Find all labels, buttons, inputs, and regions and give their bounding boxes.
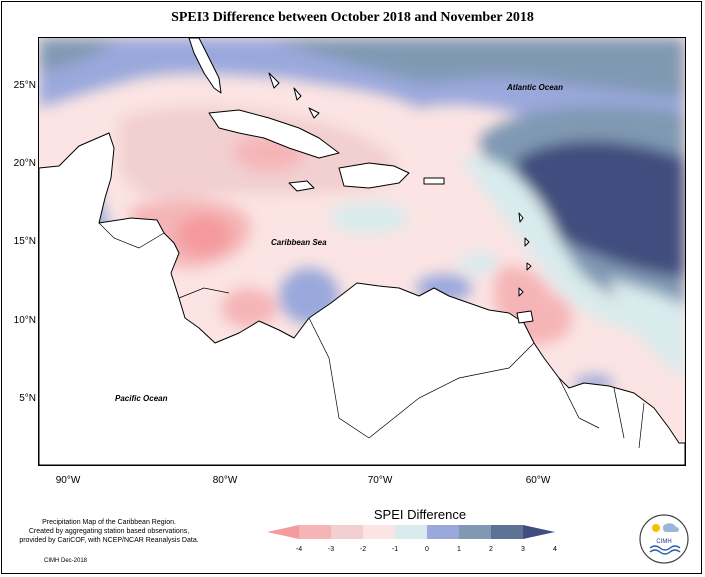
legend-colorbar: -4 -3 -2 -1 0 1 2 3 4 [267, 525, 557, 553]
legend-bin [267, 525, 299, 539]
legend-title: SPEI Difference [373, 507, 467, 522]
legend-bin [331, 525, 363, 539]
legend-tick-label: 3 [521, 546, 525, 553]
legend-tick-label: -3 [328, 546, 334, 553]
map-title: SPEI3 Difference between October 2018 an… [171, 10, 534, 25]
legend-bin [491, 525, 523, 539]
lat-label-5n: 5°N [19, 393, 36, 404]
cimh-logo: CIMH [639, 514, 689, 564]
lon-label-90w: 90°W [55, 475, 81, 486]
lon-label-80w: 80°W [212, 475, 238, 486]
legend-tick-label: 2 [489, 546, 493, 553]
country-borders [98, 222, 645, 449]
credit-date: CIMH Dec-2018 [44, 558, 88, 564]
cimh-logo-text: CIMH [656, 539, 671, 545]
legend-tick-label: -4 [296, 546, 302, 553]
lat-label-15n: 15°N [13, 236, 36, 247]
legend-tick-label: 0 [425, 546, 429, 553]
legend-tick-label: -2 [360, 546, 366, 553]
lat-label-20n: 20°N [13, 158, 36, 169]
caribbean-sea-label: Caribbean Sea [271, 238, 327, 247]
credit-block: Precipitation Map of the Caribbean Regio… [14, 518, 204, 545]
lon-label-70w: 70°W [367, 475, 393, 486]
credit-line-2: Created by aggregating station based obs… [28, 528, 190, 535]
legend-bin [299, 525, 331, 539]
map-panel: Atlantic Ocean Caribbean Sea Pacific Oce… [38, 37, 686, 466]
landmasses [39, 38, 685, 465]
legend-bin [427, 525, 459, 539]
legend-bin [395, 525, 427, 539]
legend-bin [363, 525, 395, 539]
credit-line-3: provided by CariCOF, with NCEP/NCAR Rean… [19, 537, 199, 544]
pacific-ocean-label: Pacific Ocean [115, 394, 168, 403]
legend-tick-label: 1 [457, 546, 461, 553]
spei-difference-map: Atlantic Ocean Caribbean Sea Pacific Oce… [39, 38, 685, 465]
atlantic-ocean-label: Atlantic Ocean [506, 83, 563, 92]
legend-bin [459, 525, 491, 539]
lat-label-10n: 10°N [13, 315, 36, 326]
credit-line-1: Precipitation Map of the Caribbean Regio… [42, 519, 176, 526]
legend-tick-label: -1 [392, 546, 398, 553]
lat-label-25n: 25°N [13, 80, 36, 91]
legend-bin [523, 525, 555, 539]
lon-label-60w: 60°W [525, 475, 551, 486]
legend-tick-label: 4 [553, 546, 557, 553]
